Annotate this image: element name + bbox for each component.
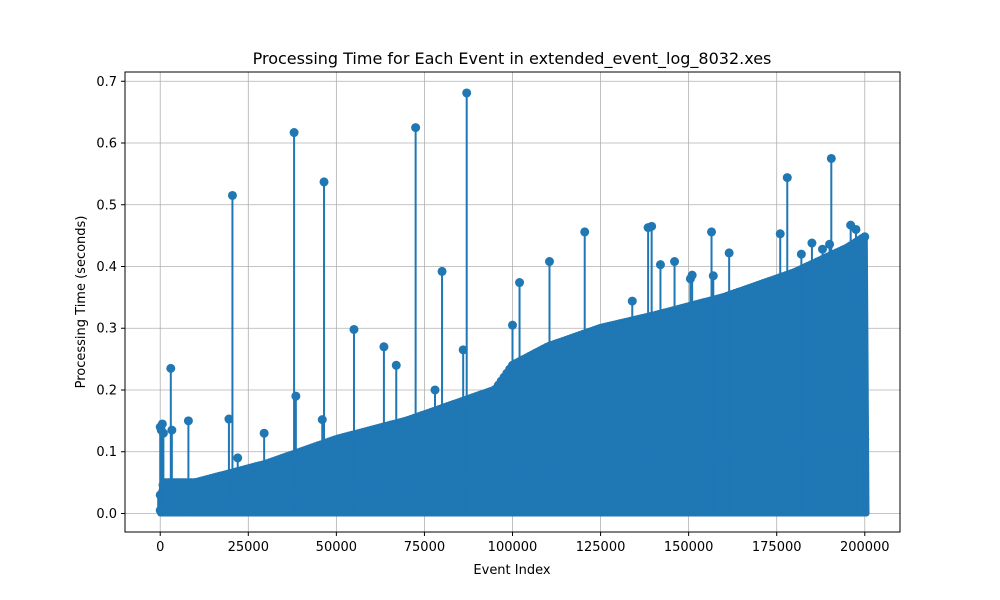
outlier-marker xyxy=(627,296,637,306)
event-marker xyxy=(860,435,870,445)
outlier-marker xyxy=(158,428,168,438)
x-tick-label: 50000 xyxy=(316,540,357,555)
outlier-marker xyxy=(826,153,836,163)
x-tick-label: 0 xyxy=(156,540,164,555)
x-axis-label: Event Index xyxy=(473,563,550,578)
outlier-marker xyxy=(166,363,176,373)
outlier-marker xyxy=(508,320,517,330)
outlier-marker xyxy=(291,391,301,401)
x-tick-label: 175000 xyxy=(752,540,802,555)
outlier-marker xyxy=(782,173,792,183)
y-tick-label: 0.1 xyxy=(96,445,117,460)
chart-title: Processing Time for Each Event in extend… xyxy=(253,49,772,69)
outlier-marker xyxy=(317,415,327,425)
outlier-marker xyxy=(825,239,835,249)
y-tick-label: 0.4 xyxy=(96,260,117,275)
y-tick-label: 0.5 xyxy=(96,198,117,213)
plot-area xyxy=(155,88,870,517)
y-tick-label: 0.3 xyxy=(96,322,117,337)
outlier-marker xyxy=(183,416,193,426)
outlier-marker xyxy=(379,342,389,352)
outlier-marker xyxy=(655,260,665,270)
outlier-marker xyxy=(391,360,401,370)
outlier-marker xyxy=(157,419,167,429)
y-tick-label: 0.2 xyxy=(96,383,117,398)
x-tick-label: 150000 xyxy=(664,540,714,555)
outlier-marker xyxy=(233,453,243,463)
outlier-marker xyxy=(775,229,785,239)
outlier-marker xyxy=(580,227,590,237)
y-tick-label: 0.6 xyxy=(96,137,117,152)
y-axis: 0.0 0.1 0.2 0.3 0.4 0.5 0.6 0.7 xyxy=(96,75,125,522)
outlier-marker xyxy=(707,227,717,237)
outlier-marker xyxy=(687,270,697,280)
outlier-marker xyxy=(796,249,806,259)
outlier-marker xyxy=(458,345,468,355)
outlier-marker xyxy=(515,278,525,288)
x-tick-label: 25000 xyxy=(228,540,269,555)
outlier-marker xyxy=(437,266,447,276)
outlier-marker xyxy=(807,238,817,248)
y-tick-label: 0.7 xyxy=(96,75,117,90)
y-tick-label: 0.0 xyxy=(96,507,117,522)
x-tick-label: 200000 xyxy=(840,540,890,555)
x-tick-label: 75000 xyxy=(404,540,445,555)
outlier-marker xyxy=(227,190,237,200)
outlier-marker xyxy=(319,177,329,187)
outlier-marker xyxy=(462,88,472,98)
outlier-marker xyxy=(647,221,657,231)
event-marker xyxy=(860,232,870,242)
x-tick-label: 100000 xyxy=(488,540,538,555)
outlier-marker xyxy=(851,224,861,234)
outlier-marker xyxy=(430,385,440,395)
outlier-marker xyxy=(724,248,734,258)
outlier-marker xyxy=(224,414,234,424)
outlier-marker xyxy=(818,244,827,254)
outlier-marker xyxy=(411,123,421,133)
y-axis-label: Processing Time (seconds) xyxy=(74,216,89,389)
outlier-marker xyxy=(544,257,554,267)
outlier-marker xyxy=(670,257,680,267)
outlier-marker xyxy=(708,271,718,281)
outlier-marker xyxy=(259,428,269,438)
x-tick-label: 125000 xyxy=(576,540,626,555)
outlier-marker xyxy=(349,324,359,334)
outlier-marker xyxy=(167,425,177,435)
outlier-marker xyxy=(289,128,299,138)
x-axis: 0 25000 50000 75000 100000 125000 150000 175000… xyxy=(156,532,890,555)
